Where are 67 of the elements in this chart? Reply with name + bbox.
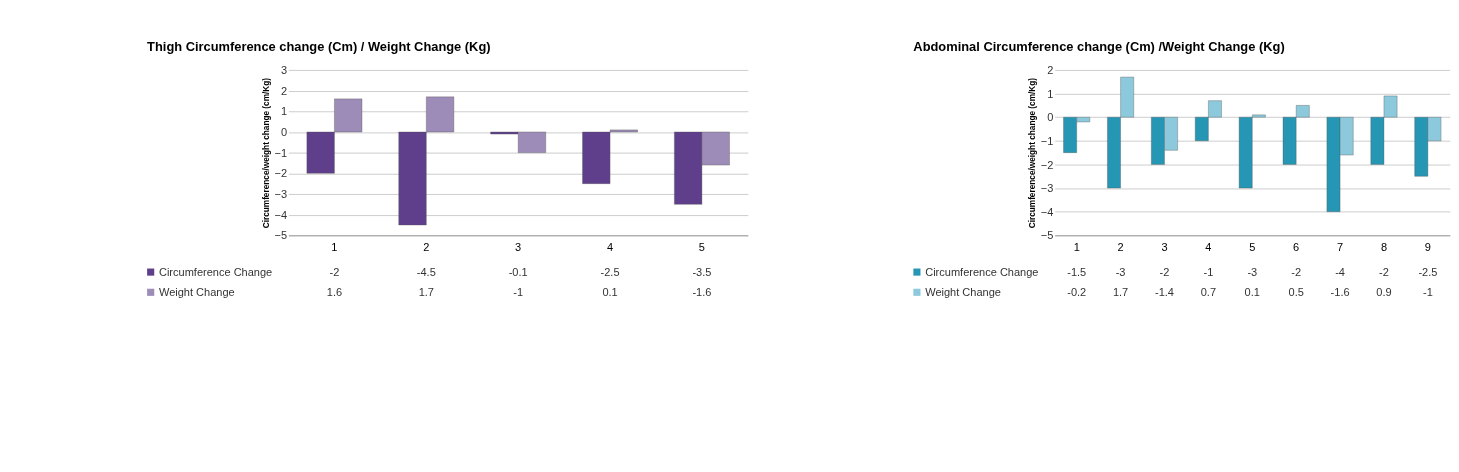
data-label: 0.7 (1200, 285, 1217, 298)
data-label: -4.5 (416, 265, 436, 278)
data-label: -3.5 (692, 265, 712, 278)
data-label: 0.9 (1376, 285, 1392, 298)
data-label: -1.6 (1330, 285, 1350, 298)
y-tick-label: −5 (1040, 229, 1054, 242)
data-label: -2 (1379, 265, 1389, 278)
y-tick-label: −2 (1040, 158, 1054, 171)
data-label: -0.1 (508, 265, 528, 278)
data-label: -0.2 (1067, 285, 1087, 298)
data-label: -2.5 (1418, 265, 1438, 278)
x-tick-label: 1 (331, 241, 338, 254)
data-label: 0.1 (1244, 285, 1260, 298)
data-label: -2 (1159, 265, 1170, 278)
x-tick-label: 1 (1073, 241, 1080, 254)
y-tick-label: −3 (1040, 182, 1054, 195)
legend-label: Weight Change (158, 285, 235, 298)
chart-title: Abdominal Circumference change (Cm) /Weight Change (Kg) (913, 38, 1285, 54)
y-tick-label: −5 (274, 229, 288, 242)
x-tick-label: 3 (1161, 241, 1168, 254)
legend-label: Circumference Change (925, 265, 1039, 278)
data-label: -1 (1422, 285, 1433, 298)
legend-label: Circumference Change (158, 265, 273, 278)
y-tick-label: 0 (1047, 111, 1054, 124)
chart-title: Thigh Circumference change (Cm) / Weight Change (Kg) (147, 38, 491, 54)
data-label: -1.4 (1154, 285, 1174, 298)
y-tick-label: 3 (280, 64, 288, 77)
data-label: -4 (1335, 265, 1345, 278)
y-axis-title: Circumference/weight change (cm/Kg) (1028, 77, 1038, 229)
y-axis-title: Circumference/weight change (cm/Kg) (262, 77, 272, 229)
y-tick-label: −2 (274, 167, 288, 180)
data-label: -1 (513, 285, 524, 298)
data-label: -1 (1203, 265, 1214, 278)
data-label: -1.5 (1067, 265, 1087, 278)
legend-label: Weight Change (925, 285, 1001, 298)
y-tick-label: −3 (274, 188, 288, 201)
y-tick-label: −1 (1040, 134, 1054, 147)
data-label: -3 (1247, 265, 1258, 278)
x-tick-label: 5 (698, 241, 706, 254)
x-tick-label: 7 (1337, 241, 1344, 254)
data-label: -2 (1291, 265, 1302, 278)
x-tick-label: 4 (606, 241, 614, 254)
y-tick-label: 2 (1047, 64, 1054, 77)
x-tick-label: 3 (515, 241, 522, 254)
y-tick-label: 2 (280, 84, 288, 97)
x-tick-label: 2 (1117, 241, 1124, 254)
y-tick-label: 0 (280, 126, 288, 139)
data-label: -2 (329, 265, 340, 278)
data-label: -3 (1115, 265, 1126, 278)
y-tick-label: 1 (1047, 87, 1054, 100)
data-label: 1.6 (326, 285, 343, 298)
y-tick-label: −4 (1040, 205, 1054, 218)
x-tick-label: 6 (1293, 241, 1300, 254)
x-tick-label: 2 (423, 241, 430, 254)
x-tick-label: 8 (1380, 241, 1388, 254)
y-tick-label: −1 (274, 146, 288, 159)
data-label: 0.1 (602, 285, 618, 298)
data-label: -1.6 (692, 285, 712, 298)
x-tick-label: 5 (1249, 241, 1256, 254)
data-label: -2.5 (600, 265, 620, 278)
x-tick-label: 4 (1205, 241, 1212, 254)
data-label: 1.7 (418, 285, 434, 298)
y-tick-label: 1 (280, 105, 288, 118)
data-label: 1.7 (1112, 285, 1129, 298)
data-label: 0.5 (1288, 285, 1304, 298)
x-tick-label: 9 (1424, 241, 1431, 254)
y-tick-label: −4 (274, 208, 288, 221)
